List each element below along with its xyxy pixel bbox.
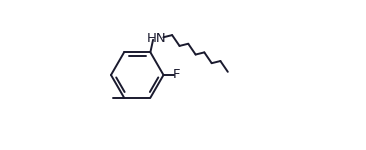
Text: F: F [172,69,180,81]
Text: HN: HN [146,32,166,45]
